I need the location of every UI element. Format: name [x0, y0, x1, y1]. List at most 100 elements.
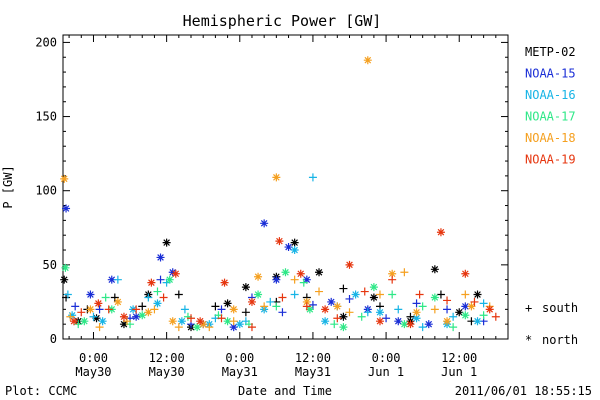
north-point — [388, 269, 397, 278]
north-point — [69, 317, 78, 326]
x-tick-date-label: May31 — [222, 365, 258, 379]
series-noaa-15 — [62, 204, 488, 332]
north-point — [223, 317, 232, 326]
legend-entry: NOAA-18 — [525, 131, 576, 145]
north-point — [165, 275, 174, 284]
series-metp-02 — [60, 238, 482, 332]
north-point — [272, 173, 281, 182]
north-point — [315, 268, 324, 277]
north-point — [132, 312, 141, 321]
north-point — [98, 317, 107, 326]
north-point — [473, 317, 482, 326]
north-point — [327, 297, 336, 306]
x-tick-time-label: 12:00 — [149, 351, 185, 365]
south-point — [217, 314, 226, 323]
south-point — [159, 293, 168, 302]
south-marker-label: south — [542, 301, 578, 315]
data-points — [60, 56, 500, 332]
marker-legend: + south * north — [525, 301, 578, 347]
south-point — [266, 297, 275, 306]
north-point — [60, 174, 69, 183]
south-marker-symbol: + — [525, 301, 532, 315]
south-point — [144, 293, 153, 302]
south-point — [333, 314, 342, 323]
north-point — [162, 238, 171, 247]
south-point — [345, 294, 354, 303]
south-point — [375, 290, 384, 299]
south-point — [71, 302, 80, 311]
north-point — [351, 290, 360, 299]
x-axis-label: Date and Time — [238, 384, 332, 398]
south-point — [360, 287, 369, 296]
x-tick-time-label: 12:00 — [441, 351, 477, 365]
south-point — [345, 308, 354, 317]
north-point — [339, 312, 348, 321]
south-point — [299, 278, 308, 287]
north-point — [394, 317, 403, 326]
legend-entry: METP-02 — [525, 45, 576, 59]
legend-entry: NOAA-16 — [525, 88, 576, 102]
south-point — [388, 275, 397, 284]
north-point — [147, 278, 156, 287]
north-point — [363, 56, 372, 65]
north-point — [473, 290, 482, 299]
north-point — [375, 317, 384, 326]
north-point — [241, 283, 250, 292]
x-tick-date-label: May30 — [149, 365, 185, 379]
north-point — [305, 305, 314, 314]
north-point — [168, 268, 177, 277]
south-point — [315, 287, 324, 296]
north-point — [430, 265, 439, 274]
south-point — [101, 293, 110, 302]
south-point — [290, 275, 299, 284]
legend-entry: NOAA-19 — [525, 153, 576, 167]
south-point — [470, 297, 479, 306]
south-point — [461, 290, 470, 299]
north-point — [171, 269, 180, 278]
south-point — [138, 302, 147, 311]
south-point — [63, 290, 72, 299]
south-point — [278, 293, 287, 302]
south-point — [260, 302, 269, 311]
south-point — [394, 305, 403, 314]
north-point — [412, 308, 421, 317]
legend-entry: NOAA-17 — [525, 110, 576, 124]
south-point — [479, 311, 488, 320]
north-point — [86, 305, 95, 314]
south-point — [104, 305, 113, 314]
north-point — [339, 323, 348, 332]
north-point — [284, 243, 293, 252]
south-point — [491, 312, 500, 321]
south-point — [436, 290, 445, 299]
north-point — [443, 317, 452, 326]
south-point — [339, 284, 348, 293]
south-point — [418, 302, 427, 311]
north-point — [296, 269, 305, 278]
north-point — [321, 305, 330, 314]
south-point — [217, 305, 226, 314]
north-point — [369, 283, 378, 292]
north-point — [260, 219, 269, 228]
y-tick-label: 0 — [50, 332, 57, 346]
series-noaa-17 — [61, 263, 488, 332]
plot-credit: Plot: CCMC — [5, 384, 77, 398]
series-noaa-18 — [60, 56, 494, 332]
south-point — [302, 302, 311, 311]
north-point — [485, 305, 494, 314]
north-point — [436, 228, 445, 237]
x-tick-date-label: Jun 1 — [441, 365, 477, 379]
north-point — [461, 311, 470, 320]
north-point — [144, 308, 153, 317]
south-point — [400, 268, 409, 277]
north-point — [375, 308, 384, 317]
legend: METP-02 NOAA-15 NOAA-16 NOAA-17 NOAA-18 NOAA-… — [525, 45, 576, 167]
south-point — [412, 299, 421, 308]
south-point — [430, 305, 439, 314]
north-point — [235, 320, 244, 329]
north-point — [272, 275, 281, 284]
south-point — [449, 323, 458, 332]
north-point — [430, 293, 439, 302]
north-point — [412, 314, 421, 323]
south-point — [77, 308, 86, 317]
